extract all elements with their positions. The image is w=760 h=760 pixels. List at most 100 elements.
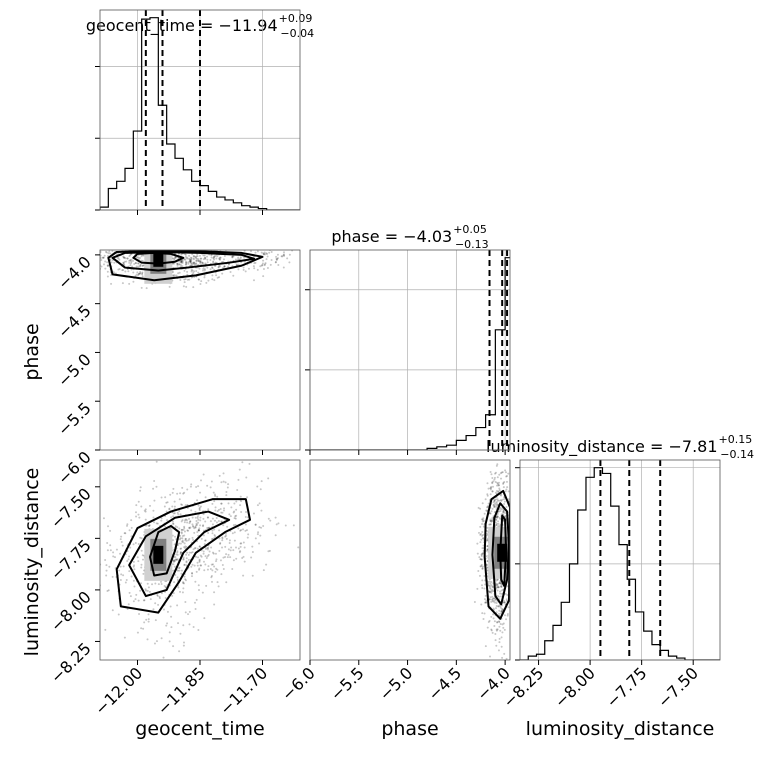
sample-point — [185, 519, 188, 522]
sample-point — [503, 601, 506, 604]
sample-point — [490, 600, 493, 603]
sample-point — [222, 472, 225, 475]
sample-point — [222, 238, 224, 240]
sample-point — [140, 627, 143, 630]
sample-point — [501, 513, 504, 516]
sample-point — [128, 591, 131, 594]
sample-point — [212, 256, 215, 259]
sample-point — [176, 262, 179, 265]
sample-point — [181, 528, 184, 531]
sample-point — [242, 528, 245, 531]
sample-point — [193, 547, 196, 550]
sample-point — [179, 553, 182, 556]
sample-point — [160, 592, 163, 595]
sample-point — [92, 569, 94, 571]
sample-point — [493, 601, 496, 604]
sample-point — [274, 261, 277, 264]
sample-point — [179, 538, 182, 541]
sample-point — [489, 488, 492, 491]
sample-point — [206, 548, 209, 551]
sample-point — [497, 605, 500, 608]
sample-point — [226, 556, 229, 559]
sample-point — [286, 257, 289, 260]
sample-point — [488, 591, 491, 594]
sample-point — [489, 587, 492, 590]
sample-point — [280, 255, 283, 258]
sample-point — [179, 513, 182, 516]
sample-point — [506, 614, 509, 617]
sample-point — [130, 575, 133, 578]
sample-point — [189, 256, 192, 259]
sample-point — [193, 262, 196, 265]
sample-point — [221, 536, 224, 539]
sample-point — [491, 482, 494, 485]
sample-point — [110, 282, 113, 285]
sample-point — [176, 553, 179, 556]
sample-point — [170, 626, 173, 629]
sample-point — [502, 601, 505, 604]
sample-point — [496, 628, 499, 631]
sample-point — [491, 481, 494, 484]
sample-point — [507, 472, 510, 475]
sample-point — [486, 548, 489, 551]
panel-frame — [519, 459, 721, 661]
sample-point — [494, 639, 497, 642]
sample-point — [177, 513, 180, 516]
sample-point — [174, 556, 177, 559]
sample-point — [91, 555, 93, 557]
sample-point — [487, 487, 490, 490]
sample-point — [197, 258, 200, 261]
sample-point — [277, 263, 280, 266]
sample-point — [114, 242, 116, 244]
sample-point — [496, 594, 499, 597]
sample-point — [199, 282, 202, 285]
sample-point — [506, 594, 509, 597]
panel-geocent_time-phase — [75, 238, 294, 290]
sample-point — [195, 257, 198, 260]
sample-point — [491, 490, 494, 493]
sample-point — [501, 608, 504, 611]
sample-point — [164, 586, 167, 589]
sample-point — [243, 256, 246, 259]
sample-point — [183, 563, 186, 566]
sample-point — [266, 266, 269, 269]
sample-point — [93, 260, 95, 262]
sample-point — [109, 258, 112, 261]
sample-point — [190, 565, 193, 568]
sample-point — [219, 542, 222, 545]
sample-point — [108, 250, 111, 253]
sample-point — [106, 549, 109, 552]
sample-point — [137, 513, 140, 516]
sample-point — [220, 520, 223, 523]
sample-point — [173, 560, 176, 563]
sample-point — [165, 244, 167, 246]
sample-point — [504, 515, 507, 518]
sample-point — [500, 610, 503, 613]
sample-point — [166, 248, 168, 250]
sample-point — [145, 618, 148, 621]
sample-point — [195, 262, 198, 265]
sample-point — [210, 563, 213, 566]
sample-point — [500, 508, 503, 511]
sample-point — [100, 244, 102, 246]
sample-point — [191, 262, 194, 265]
sample-point — [224, 535, 227, 538]
sample-point — [480, 563, 483, 566]
sample-point — [234, 546, 237, 549]
sample-point — [505, 488, 508, 491]
sample-point — [229, 515, 232, 518]
sample-point — [496, 481, 499, 484]
sample-point — [491, 631, 494, 634]
sample-point — [181, 503, 184, 506]
sample-point — [181, 486, 184, 489]
sample-point — [506, 486, 509, 489]
sample-point — [134, 542, 137, 545]
sample-point — [158, 597, 161, 600]
sample-point — [254, 537, 257, 540]
sample-point — [155, 247, 157, 249]
sample-point — [199, 262, 202, 265]
sample-point — [515, 547, 517, 549]
sample-point — [193, 564, 196, 567]
sample-point — [75, 250, 77, 252]
sample-point — [495, 519, 498, 522]
